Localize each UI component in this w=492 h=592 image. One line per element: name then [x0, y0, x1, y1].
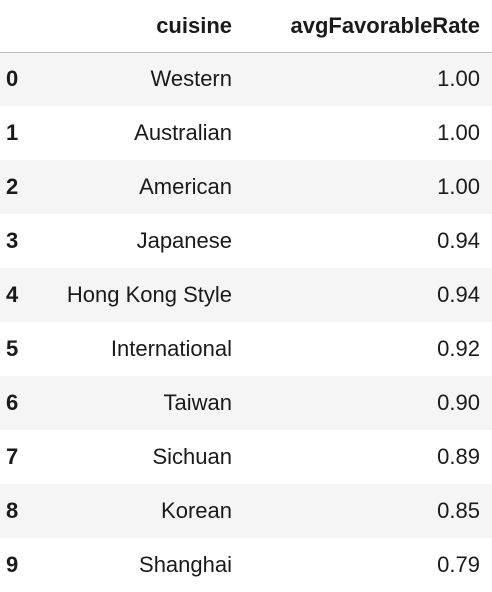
cuisine-cell: International — [110, 336, 232, 361]
rate-cell: 1.00 — [437, 174, 480, 199]
row-index: 5 — [6, 336, 19, 361]
row-index: 4 — [6, 282, 19, 307]
table-row: 1 Australian 1.00 — [0, 106, 492, 160]
cuisine-cell: Sichuan — [152, 444, 232, 469]
rate-cell: 0.85 — [437, 498, 480, 523]
table-body: 0 Western 1.00 1 Australian 1.00 2 Ameri… — [0, 52, 492, 592]
rate-cell: 0.89 — [437, 444, 480, 469]
row-index: 2 — [6, 174, 19, 199]
table-row: 0 Western 1.00 — [0, 52, 492, 106]
rate-cell: 1.00 — [437, 120, 480, 145]
table-row: 3 Japanese 0.94 — [0, 214, 492, 268]
table-row: 7 Sichuan 0.89 — [0, 430, 492, 484]
rate-cell: 0.90 — [437, 390, 480, 415]
cuisine-cell: Australian — [134, 120, 232, 145]
row-index: 3 — [6, 228, 19, 253]
table-row: 9 Shanghai 0.79 — [0, 538, 492, 592]
row-index: 8 — [6, 498, 19, 523]
table-row: 2 American 1.00 — [0, 160, 492, 214]
cuisine-cell: Japanese — [136, 228, 232, 253]
cuisine-cell: Taiwan — [163, 390, 232, 415]
cuisine-cell: American — [139, 174, 232, 199]
rate-cell: 0.94 — [437, 228, 480, 253]
rate-column-header: avgFavorableRate — [244, 0, 492, 53]
row-index: 7 — [6, 444, 19, 469]
cuisine-cell: Western — [150, 66, 232, 92]
cuisine-column-header: cuisine — [38, 0, 244, 53]
table-row: 8 Korean 0.85 — [0, 484, 492, 538]
row-index: 0 — [6, 66, 19, 92]
table-row: 4 Hong Kong Style 0.94 — [0, 268, 492, 322]
rate-cell: 0.94 — [437, 282, 480, 307]
cuisine-cell: Shanghai — [139, 552, 232, 577]
cuisine-cell: Hong Kong Style — [66, 282, 232, 307]
rate-cell: 0.92 — [437, 336, 480, 361]
header-row: cuisine avgFavorableRate — [0, 0, 492, 53]
rate-cell: 1.00 — [437, 66, 480, 92]
table-row: 5 International 0.92 — [0, 322, 492, 376]
row-index: 9 — [6, 552, 19, 577]
cuisine-cell: Korean — [161, 498, 232, 523]
index-column-header — [0, 0, 38, 53]
table-header: cuisine avgFavorableRate — [0, 0, 492, 53]
table-row: 6 Taiwan 0.90 — [0, 376, 492, 430]
row-index: 1 — [6, 120, 19, 145]
row-index: 6 — [6, 390, 19, 415]
rate-cell: 0.79 — [437, 552, 480, 577]
